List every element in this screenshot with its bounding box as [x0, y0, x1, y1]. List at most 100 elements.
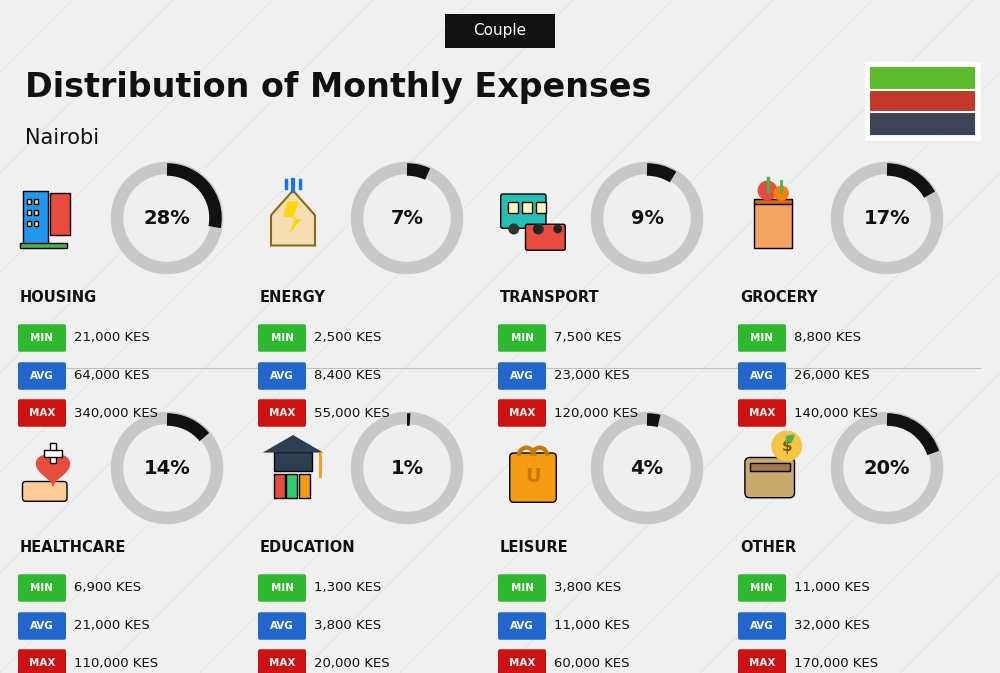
Text: MIN: MIN [511, 333, 534, 343]
FancyBboxPatch shape [27, 199, 31, 204]
Text: AVG: AVG [270, 371, 294, 381]
Text: 8,800 KES: 8,800 KES [794, 332, 861, 345]
FancyBboxPatch shape [258, 574, 306, 602]
Text: 64,000 KES: 64,000 KES [74, 369, 150, 382]
Text: EDUCATION: EDUCATION [260, 540, 356, 555]
FancyBboxPatch shape [44, 450, 62, 457]
FancyBboxPatch shape [18, 399, 66, 427]
FancyBboxPatch shape [286, 474, 297, 498]
FancyBboxPatch shape [745, 458, 794, 498]
FancyBboxPatch shape [870, 90, 975, 112]
FancyBboxPatch shape [18, 649, 66, 673]
Text: U: U [525, 467, 541, 486]
Circle shape [837, 168, 937, 268]
Text: AVG: AVG [750, 371, 774, 381]
Text: AVG: AVG [510, 371, 534, 381]
Text: OTHER: OTHER [740, 540, 796, 555]
FancyBboxPatch shape [498, 362, 546, 390]
Text: 26,000 KES: 26,000 KES [794, 369, 870, 382]
Text: MAX: MAX [509, 658, 535, 668]
Text: 4%: 4% [630, 458, 664, 478]
Text: 7,500 KES: 7,500 KES [554, 332, 621, 345]
Text: Distribution of Monthly Expenses: Distribution of Monthly Expenses [25, 71, 651, 104]
Text: MAX: MAX [749, 658, 775, 668]
Text: ENERGY: ENERGY [260, 291, 326, 306]
FancyBboxPatch shape [18, 574, 66, 602]
Text: HOUSING: HOUSING [20, 291, 97, 306]
FancyBboxPatch shape [510, 453, 556, 502]
FancyBboxPatch shape [18, 324, 66, 352]
Polygon shape [283, 201, 301, 234]
FancyBboxPatch shape [258, 362, 306, 390]
Text: MIN: MIN [270, 333, 294, 343]
Text: MAX: MAX [269, 658, 295, 668]
FancyBboxPatch shape [298, 474, 310, 498]
Text: AVG: AVG [30, 371, 54, 381]
FancyBboxPatch shape [27, 210, 31, 215]
Circle shape [758, 180, 777, 201]
Text: 3,800 KES: 3,800 KES [554, 581, 621, 594]
Text: MAX: MAX [29, 658, 55, 668]
Polygon shape [271, 190, 315, 246]
Text: 17%: 17% [864, 209, 910, 227]
Text: 1,300 KES: 1,300 KES [314, 581, 381, 594]
Text: 21,000 KES: 21,000 KES [74, 332, 150, 345]
Circle shape [508, 223, 519, 234]
FancyBboxPatch shape [20, 243, 67, 248]
FancyBboxPatch shape [738, 574, 786, 602]
Text: 2,500 KES: 2,500 KES [314, 332, 381, 345]
FancyBboxPatch shape [274, 452, 312, 470]
FancyBboxPatch shape [258, 649, 306, 673]
Text: LEISURE: LEISURE [500, 540, 569, 555]
FancyBboxPatch shape [498, 574, 546, 602]
FancyBboxPatch shape [18, 362, 66, 390]
Text: 6,900 KES: 6,900 KES [74, 581, 141, 594]
FancyBboxPatch shape [27, 221, 31, 226]
FancyBboxPatch shape [526, 224, 565, 250]
FancyBboxPatch shape [34, 221, 38, 226]
Text: Couple: Couple [473, 24, 527, 38]
Text: 340,000 KES: 340,000 KES [74, 406, 158, 419]
FancyBboxPatch shape [508, 201, 518, 213]
FancyBboxPatch shape [522, 201, 532, 213]
Text: 60,000 KES: 60,000 KES [554, 656, 630, 670]
FancyBboxPatch shape [498, 399, 546, 427]
Text: GROCERY: GROCERY [740, 291, 818, 306]
FancyBboxPatch shape [18, 612, 66, 640]
Text: 3,800 KES: 3,800 KES [314, 620, 381, 633]
FancyBboxPatch shape [754, 199, 792, 204]
FancyBboxPatch shape [754, 201, 792, 248]
Text: 14%: 14% [144, 458, 190, 478]
Text: 110,000 KES: 110,000 KES [74, 656, 158, 670]
Text: 11,000 KES: 11,000 KES [554, 620, 630, 633]
Text: 120,000 KES: 120,000 KES [554, 406, 638, 419]
Circle shape [533, 225, 542, 234]
Text: MIN: MIN [750, 583, 773, 593]
Polygon shape [37, 456, 69, 485]
FancyBboxPatch shape [738, 612, 786, 640]
Polygon shape [263, 435, 323, 453]
Text: 20%: 20% [864, 458, 910, 478]
Circle shape [771, 431, 802, 462]
Text: 140,000 KES: 140,000 KES [794, 406, 878, 419]
Text: 170,000 KES: 170,000 KES [794, 656, 878, 670]
Text: AVG: AVG [510, 621, 534, 631]
Text: 55,000 KES: 55,000 KES [314, 406, 390, 419]
Circle shape [117, 168, 217, 268]
Circle shape [774, 186, 789, 201]
Circle shape [597, 418, 697, 518]
Text: 20,000 KES: 20,000 KES [314, 656, 390, 670]
Circle shape [357, 168, 457, 268]
Circle shape [597, 168, 697, 268]
FancyBboxPatch shape [23, 190, 48, 246]
Circle shape [533, 223, 544, 234]
Circle shape [357, 418, 457, 518]
Text: 11,000 KES: 11,000 KES [794, 581, 870, 594]
Text: MIN: MIN [270, 583, 294, 593]
Text: MIN: MIN [511, 583, 534, 593]
Text: AVG: AVG [750, 621, 774, 631]
FancyBboxPatch shape [258, 612, 306, 640]
FancyBboxPatch shape [750, 462, 790, 470]
Text: 1%: 1% [390, 458, 424, 478]
FancyBboxPatch shape [870, 67, 975, 90]
